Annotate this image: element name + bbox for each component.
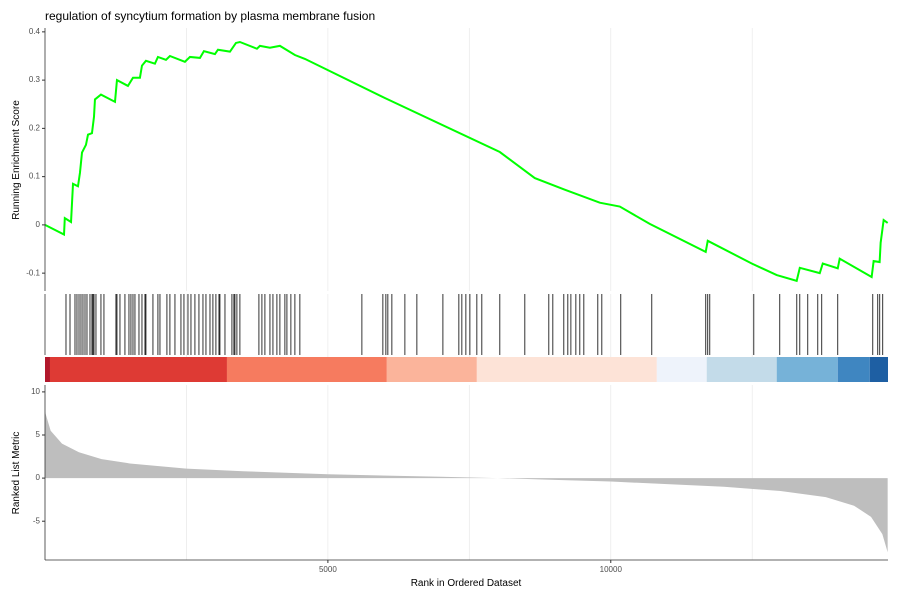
metric-area <box>45 411 888 553</box>
y-tick-label: 0 <box>36 220 41 229</box>
y-axis-label: Running Enrichment Score <box>11 100 22 220</box>
y-tick-label: 0.2 <box>29 123 41 132</box>
running-score-line <box>44 40 889 283</box>
color-band <box>656 357 707 382</box>
chart-title: regulation of syncytium formation by pla… <box>45 9 375 23</box>
y-tick-label: 0.1 <box>29 172 41 181</box>
y-tick-label: 10 <box>31 387 40 396</box>
y-tick-label: 0 <box>36 473 41 482</box>
y-tick-label: 5 <box>36 430 41 439</box>
color-band <box>706 357 777 382</box>
color-band <box>869 357 888 382</box>
x-axis-label: Rank in Ordered Dataset <box>411 578 522 589</box>
x-tick-label: 5000 <box>319 565 337 574</box>
color-band <box>386 357 477 382</box>
color-band <box>476 357 657 382</box>
y-tick-label: -5 <box>33 516 41 525</box>
color-band <box>776 357 838 382</box>
color-band <box>49 357 227 382</box>
color-band <box>837 357 870 382</box>
color-band <box>226 357 387 382</box>
y-tick-label: 0.4 <box>29 27 41 36</box>
x-tick-label: 10000 <box>600 565 623 574</box>
y-tick-label: -0.1 <box>26 268 40 277</box>
y-tick-label: 0.3 <box>29 75 41 84</box>
y-axis-label: Ranked List Metric <box>11 432 22 515</box>
color-band <box>45 357 50 382</box>
